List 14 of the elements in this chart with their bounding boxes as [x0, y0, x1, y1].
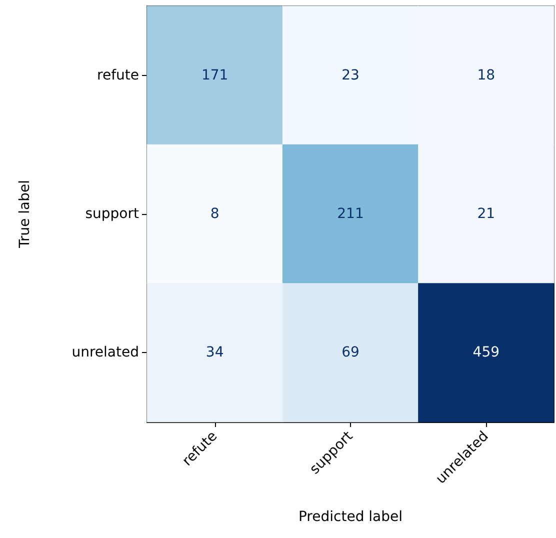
data-label: 23 — [342, 67, 360, 84]
data-label: 8 — [210, 206, 220, 222]
data-label: 69 — [342, 344, 360, 361]
data-label: 459 — [472, 344, 500, 361]
y-tick-label: unrelated — [72, 344, 139, 361]
y-axis-title: True label — [17, 180, 33, 250]
data-label: 18 — [477, 67, 496, 84]
x-axis-title: Predicted label — [298, 509, 403, 525]
data-label: 34 — [206, 344, 224, 361]
y-tick-label: refute — [97, 67, 139, 84]
data-label: 211 — [337, 206, 364, 222]
data-label: 21 — [477, 206, 496, 222]
y-tick-label: support — [85, 206, 140, 222]
data-label: 171 — [201, 67, 228, 84]
